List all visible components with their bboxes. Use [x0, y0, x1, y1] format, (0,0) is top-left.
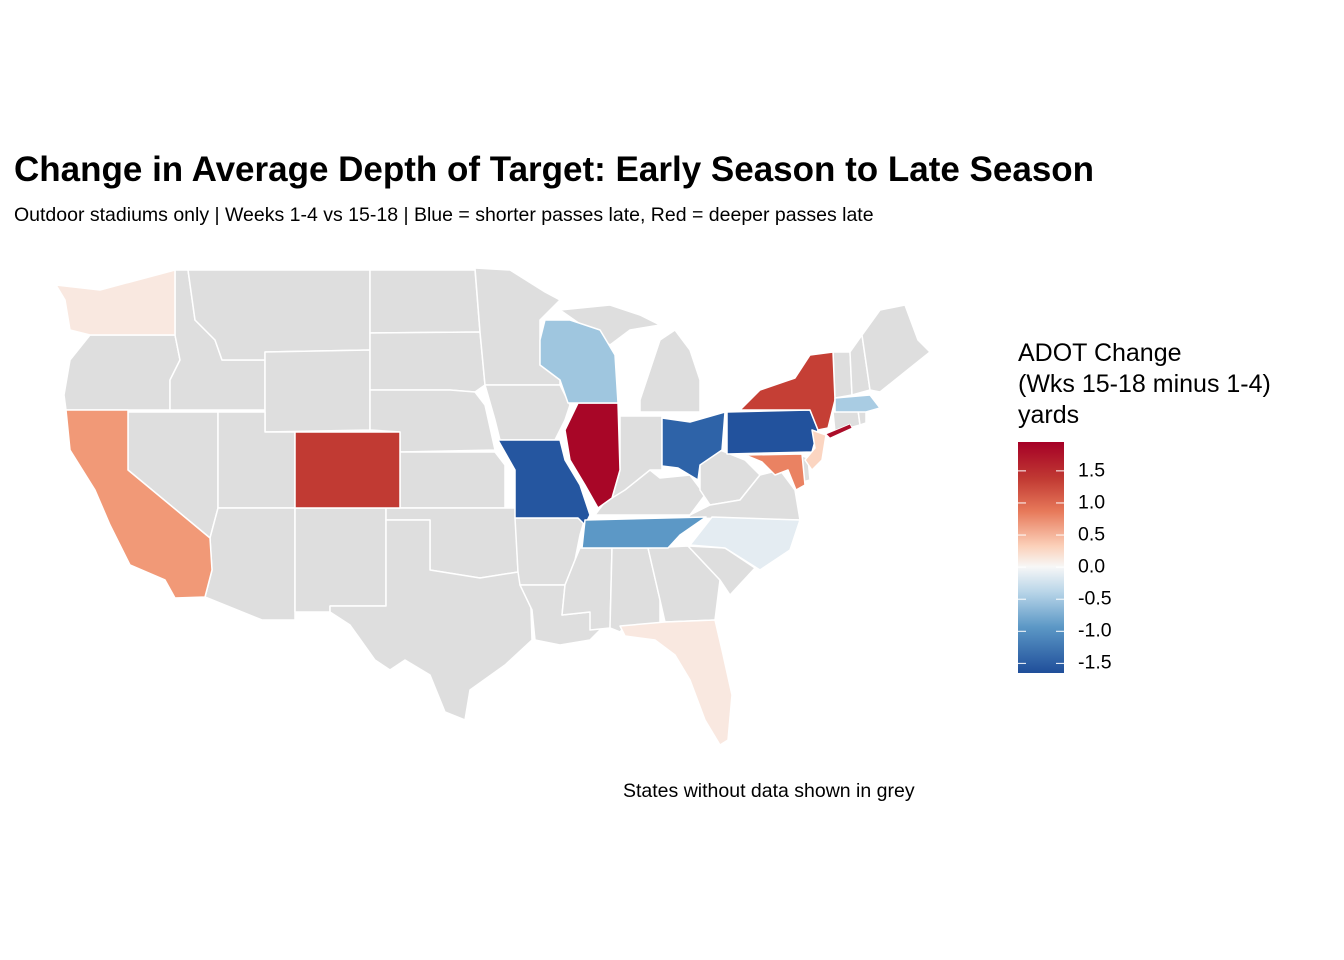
legend-gradient: [1018, 442, 1064, 673]
state-illinois: [564, 402, 621, 509]
state-north-carolina: [689, 516, 801, 571]
state-washington: [55, 269, 176, 336]
state-massachusetts: [834, 394, 881, 413]
state-texas: [329, 519, 533, 721]
legend-tick-label: -1.0: [1078, 619, 1112, 642]
legend-title-line-2: (Wks 15-18 minus 1-4): [1018, 370, 1271, 398]
legend-colorbar: [1018, 442, 1064, 673]
state-colorado: [294, 431, 401, 509]
state-florida: [619, 619, 733, 746]
state-michigan: [639, 329, 701, 413]
legend-tick-label: 1.5: [1078, 459, 1106, 482]
state-south-dakota: [369, 331, 486, 393]
legend-tick-label: 0.0: [1078, 555, 1106, 578]
us-map: [55, 267, 931, 746]
state-new-york-long-island: [825, 423, 853, 439]
state-pennsylvania: [726, 409, 819, 455]
state-ohio: [661, 411, 726, 481]
state-iowa: [484, 384, 571, 441]
states-without-data: [63, 267, 931, 721]
state-north-dakota: [369, 269, 481, 334]
legend-title-line-1: ADOT Change: [1018, 339, 1182, 367]
state-tennessee: [581, 516, 707, 549]
legend-tick-label: -0.5: [1078, 587, 1112, 610]
state-oregon: [63, 334, 181, 411]
legend-title-line-3: yards: [1018, 401, 1080, 429]
state-california: [65, 409, 213, 599]
state-arizona: [204, 507, 296, 621]
state-wisconsin: [539, 319, 619, 404]
legend-tick-label: 0.5: [1078, 523, 1106, 546]
state-maine: [861, 304, 931, 393]
state-new-york: [739, 351, 836, 431]
state-maryland: [744, 453, 806, 491]
state-new-mexico: [294, 507, 387, 613]
state-wyoming: [264, 349, 371, 433]
legend-tick-label: 1.0: [1078, 491, 1106, 514]
chart-title: Change in Average Depth of Target: Early…: [14, 150, 1095, 189]
chart-subtitle: Outdoor stadiums only | Weeks 1-4 vs 15-…: [14, 204, 874, 226]
state-vermont: [832, 351, 853, 399]
legend-tick-label: -1.5: [1078, 651, 1112, 674]
state-kansas: [399, 451, 506, 509]
state-michigan-up: [559, 304, 661, 346]
legend-title: ADOT Change (Wks 15-18 minus 1-4) yards: [1018, 338, 1271, 431]
state-new-jersey: [804, 429, 827, 471]
chart-caption: States without data shown in grey: [623, 780, 915, 802]
states-with-data: [55, 269, 881, 746]
state-nebraska: [369, 389, 496, 453]
